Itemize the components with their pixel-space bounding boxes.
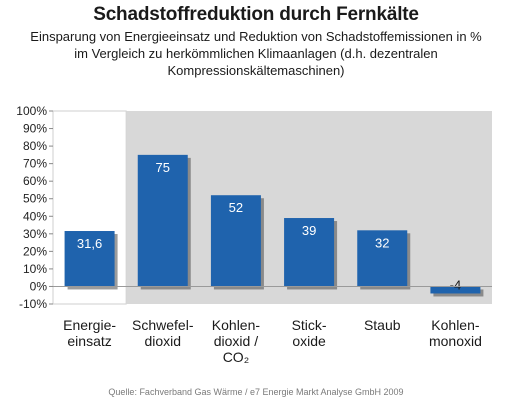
- x-tick-label: Kohlen-: [212, 317, 261, 333]
- x-tick-label: dioxid /: [214, 333, 258, 349]
- chart-subtitle: Einsparung von Energieeinsatz und Redukt…: [20, 28, 492, 79]
- bar: [284, 218, 335, 287]
- y-tick-label: 50%: [23, 192, 47, 206]
- x-tick-label: Stick-: [292, 317, 327, 333]
- y-tick-label: 60%: [23, 174, 47, 188]
- subtitle-line-3: Kompressionskältemaschinen): [167, 63, 345, 78]
- data-label: -4: [450, 277, 462, 292]
- y-tick-label: -10%: [19, 297, 47, 311]
- x-tick-label: Staub: [364, 317, 401, 333]
- bar: [357, 230, 408, 287]
- x-tick-label: einsatz: [67, 333, 111, 349]
- chart-title: Schadstoffreduktion durch Fernkälte: [93, 4, 419, 25]
- subtitle-line-1: Einsparung von Energieeinsatz und Redukt…: [30, 29, 482, 44]
- source-note: Quelle: Fachverband Gas Wärme / e7 Energ…: [108, 387, 404, 397]
- x-tick-label: Schwefel-: [132, 317, 194, 333]
- y-tick-label: 10%: [23, 262, 47, 276]
- bar: [210, 195, 261, 287]
- data-label: 32: [375, 235, 389, 250]
- data-label: 39: [302, 223, 316, 238]
- subtitle-line-2: im Vergleich zu herkömmlichen Klimaanlag…: [74, 46, 438, 61]
- y-tick-label: 80%: [23, 139, 47, 153]
- x-tick-label: Energie-: [63, 317, 116, 333]
- x-tick-label: CO₂: [223, 349, 249, 365]
- data-label: 31,6: [77, 236, 102, 251]
- bar: [64, 231, 115, 287]
- y-tick-label: 70%: [23, 157, 47, 171]
- y-tick-label: 30%: [23, 227, 47, 241]
- bar: [430, 286, 481, 294]
- data-label: 52: [229, 200, 243, 215]
- x-tick-label: monoxid: [429, 333, 482, 349]
- y-tick-label: 0%: [30, 279, 48, 293]
- y-tick-label: 20%: [23, 244, 47, 258]
- y-tick-label: 90%: [23, 122, 47, 136]
- y-tick-label: 40%: [23, 209, 47, 223]
- y-tick-label: 100%: [16, 104, 47, 118]
- x-tick-label: dioxid: [144, 333, 181, 349]
- x-tick-label: Kohlen-: [431, 317, 480, 333]
- data-label: 75: [156, 160, 170, 175]
- x-tick-label: oxide: [292, 333, 326, 349]
- bar: [137, 154, 188, 287]
